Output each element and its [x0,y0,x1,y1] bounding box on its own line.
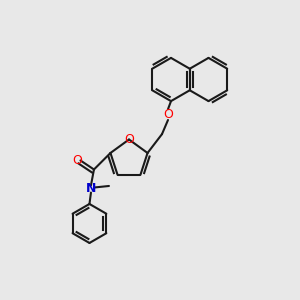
Text: O: O [163,108,173,121]
Text: N: N [86,182,96,196]
Text: O: O [124,133,134,146]
Text: O: O [72,154,82,167]
